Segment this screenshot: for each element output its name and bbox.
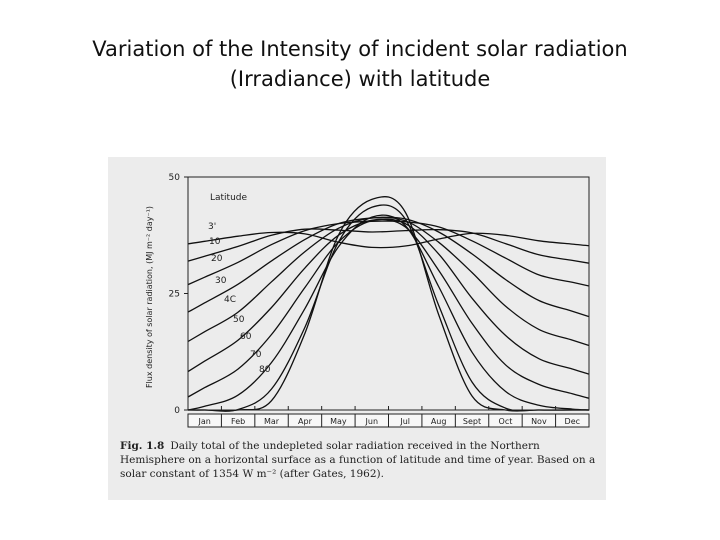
month-axis: Jan Feb Mar Apr May Jun Jul Aug Sept Oct Nov Dec (187, 406, 590, 428)
slide-title-line-1: Variation of the Intensity of incident s… (92, 37, 628, 61)
series-label-6: 60 (240, 332, 252, 342)
y-ticks: 0 25 50 (169, 173, 188, 416)
x-tick-label: Aug (431, 417, 447, 426)
series-curves (187, 195, 590, 412)
series-label-0: 3' (208, 222, 216, 232)
series-labels: 3' 10 20 30 4C 50 60 70 80 (208, 222, 271, 375)
series-label-4: 4C (224, 295, 236, 305)
y-axis-label: Flux density of solar radiation, (MJ m⁻²… (145, 206, 154, 388)
series-line-2 (187, 220, 590, 287)
y-tick-label: 25 (169, 290, 180, 300)
y-tick-label: 0 (174, 406, 180, 416)
plot-frame (187, 176, 590, 411)
series-line-3 (187, 216, 590, 318)
legend-title: Latitude (210, 193, 248, 203)
x-tick-label: Mar (264, 417, 280, 426)
series-line-0 (187, 231, 590, 249)
slide-title-line-2: (Irradiance) with latitude (229, 67, 491, 91)
slide-title: Variation of the Intensity of incident s… (20, 34, 700, 94)
chart-svg: Flux density of solar radiation, (MJ m⁻²… (145, 173, 590, 428)
x-tick-label: Dec (565, 417, 580, 426)
series-label-5: 50 (233, 315, 245, 325)
caption-text: Daily total of the undepleted solar radi… (120, 440, 596, 480)
series-label-1: 10 (209, 237, 221, 247)
x-tick-label: Feb (231, 417, 245, 426)
x-tick-label: Jan (198, 417, 211, 426)
x-tick-label: Oct (499, 417, 513, 426)
x-tick-label: Jul (399, 417, 410, 426)
series-line-1 (187, 228, 590, 264)
x-tick-label: Nov (531, 417, 547, 426)
y-tick-label: 50 (169, 173, 181, 183)
y-axis-label-group: Flux density of solar radiation, (MJ m⁻²… (145, 206, 154, 388)
series-label-7: 70 (250, 350, 262, 360)
x-tick-label: Jun (365, 417, 379, 426)
series-label-3: 30 (215, 276, 227, 286)
chart-figure: Flux density of solar radiation, (MJ m⁻²… (108, 157, 606, 500)
caption-label: Fig. 1.8 (120, 440, 165, 452)
series-label-8: 80 (259, 365, 271, 375)
figure-caption: Fig. 1.8 Daily total of the undepleted so… (120, 439, 600, 481)
series-line-6 (187, 218, 590, 399)
x-tick-label: May (330, 417, 347, 426)
series-line-5 (187, 218, 590, 375)
series-line-7 (187, 214, 590, 411)
x-tick-label: Apr (298, 417, 313, 426)
series-line-4 (187, 216, 590, 347)
x-tick-label: Sept (463, 417, 481, 426)
series-label-2: 20 (211, 254, 223, 264)
